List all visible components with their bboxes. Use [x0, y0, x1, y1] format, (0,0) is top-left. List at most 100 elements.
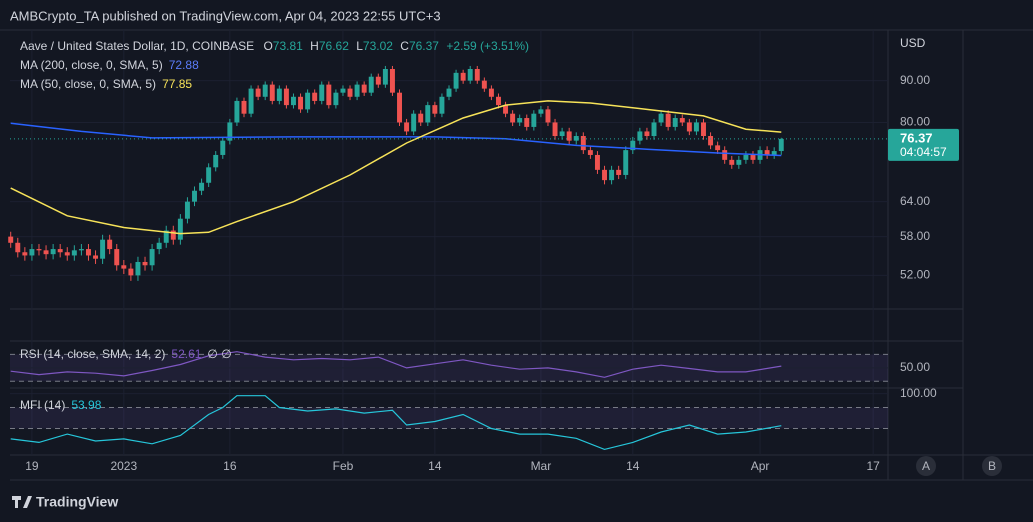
- logo-icon: [12, 496, 32, 508]
- candle-body: [347, 88, 353, 97]
- ohlc-value: 73.81: [273, 39, 303, 53]
- candle-body: [404, 122, 410, 132]
- x-tick-label: 19: [25, 459, 39, 473]
- indicator-line: [10, 395, 782, 451]
- candle-body: [184, 201, 190, 219]
- candle-body: [149, 249, 155, 266]
- x-tick-label: Mar: [531, 459, 552, 473]
- candle-body: [425, 105, 431, 123]
- candle-body: [771, 151, 777, 155]
- button-b[interactable]: [982, 456, 1002, 476]
- button-label: A: [922, 459, 930, 473]
- candle-body: [29, 249, 35, 256]
- candle-body: [375, 76, 381, 85]
- currency: USD: [900, 36, 926, 50]
- x-tick-label: 16: [223, 459, 237, 473]
- ohlc-letter: O: [263, 39, 272, 53]
- candle-body: [361, 84, 367, 93]
- candle-body: [397, 92, 402, 123]
- legend-symbol: Aave / United States Dollar, 1D, COINBAS…: [20, 39, 529, 53]
- y-tick-label: 64.00: [900, 194, 930, 208]
- candle-body: [750, 154, 756, 160]
- candle-body: [602, 169, 607, 181]
- plot-layer: 19 2023 16 Feb 14 Mar 14 Apr 17 52.00 58.00 64.00 80…: [8, 30, 937, 473]
- brand: TradingView: [36, 494, 118, 510]
- candle-body: [36, 249, 42, 251]
- candle-body: [580, 136, 586, 151]
- candle-body: [587, 150, 593, 155]
- candle-body: [368, 76, 374, 93]
- candle-body: [686, 122, 692, 132]
- candle-body: [559, 131, 565, 137]
- candle-body: [213, 154, 219, 168]
- candle-body: [658, 113, 664, 123]
- logo: TradingView: [12, 494, 118, 510]
- candle-body: [206, 167, 212, 183]
- candle-body: [241, 100, 247, 114]
- candle-body: [170, 230, 176, 240]
- y-tick-label: 58.00: [900, 229, 930, 243]
- candle-body: [269, 84, 275, 101]
- candle-body: [651, 122, 657, 137]
- candle-body: [220, 140, 226, 155]
- y-tick-label: 50.00: [900, 360, 930, 374]
- candle-body: [503, 105, 509, 114]
- y-tick-label: 100.00: [900, 386, 937, 400]
- legend-mfi: MFI (14) 53.98: [20, 398, 102, 412]
- candle-body: [488, 88, 494, 97]
- candle-body: [743, 154, 749, 160]
- candle-body: [566, 131, 572, 141]
- candle-body: [93, 255, 99, 259]
- candle-body: [446, 88, 452, 97]
- candle-body: [128, 268, 134, 276]
- candle-body: [573, 136, 579, 141]
- candle-body: [114, 249, 120, 266]
- candle-body: [8, 236, 14, 243]
- candle-body: [531, 113, 537, 127]
- candle-body: [57, 249, 63, 253]
- y-tick-label: 52.00: [900, 268, 930, 282]
- candle-body: [326, 84, 332, 106]
- pane-borders: [0, 29, 1033, 481]
- indicator-name: MFI (14): [20, 398, 65, 412]
- button-label: B: [988, 459, 996, 473]
- ohlc-letter: H: [310, 39, 319, 53]
- candle-body: [545, 109, 551, 123]
- y-tick-label: 90.00: [900, 73, 930, 87]
- price-label-box: [888, 128, 959, 161]
- candle-body: [496, 96, 501, 106]
- x-tick-label: 17: [866, 459, 880, 473]
- candle-body: [616, 169, 622, 175]
- candle-body: [538, 109, 544, 114]
- indicator-name: RSI (14, close, SMA, 14, 2): [20, 347, 165, 361]
- candle-body: [382, 69, 388, 85]
- candle-body: [121, 265, 127, 269]
- candle-body: [255, 88, 261, 97]
- ma-name: MA (200, close, 0, SMA, 5): [20, 58, 163, 72]
- candle-body: [439, 96, 445, 114]
- candle-body: [552, 122, 558, 137]
- legend-rsi: RSI (14, close, SMA, 14, 2) 52.61 ∅ ∅: [20, 347, 232, 361]
- candle-body: [729, 159, 735, 165]
- candle-body: [22, 252, 28, 256]
- candle-body: [672, 118, 678, 127]
- candle-body: [418, 113, 424, 123]
- candle-body: [283, 88, 289, 106]
- candle-body: [156, 242, 162, 250]
- x-tick-label: Feb: [333, 459, 354, 473]
- candle-body: [736, 159, 742, 165]
- ohlc-value: 76.62: [319, 39, 349, 53]
- candle-body: [693, 122, 699, 132]
- candle-body: [333, 92, 339, 106]
- ma-value: 72.88: [169, 58, 199, 72]
- candle-body: [276, 88, 282, 101]
- candle-body: [71, 250, 77, 256]
- ma-value: 77.85: [162, 77, 192, 91]
- button-a[interactable]: [916, 456, 936, 476]
- candle-body: [107, 239, 113, 250]
- candle-body: [199, 182, 205, 191]
- candle-body: [142, 261, 148, 266]
- candle-body: [474, 69, 480, 81]
- candle-body: [298, 96, 304, 110]
